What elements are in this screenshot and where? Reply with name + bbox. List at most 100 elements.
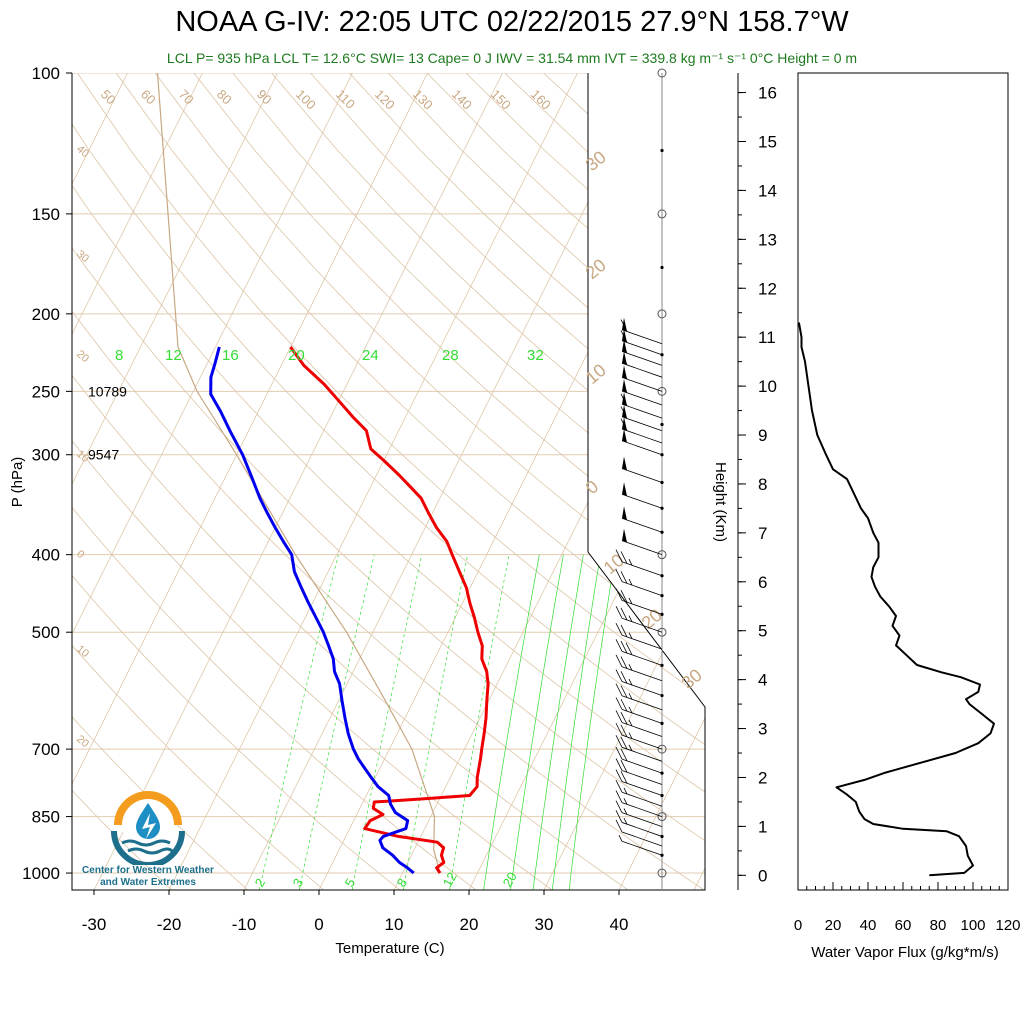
adiabat-top-label: 60: [138, 87, 159, 108]
height-tick-label: 13: [758, 230, 777, 249]
temperature-tick-label: -20: [157, 915, 182, 934]
dry-adiabat-line: [72, 73, 325, 890]
height-tick-label: 1: [758, 817, 767, 836]
isotherm-right-label: 20: [582, 255, 610, 283]
dry-adiabat-line: [72, 73, 477, 890]
dry-adiabat-line: [72, 73, 705, 890]
height-tick-label: 9: [758, 426, 767, 445]
wind-barb-feather: [620, 393, 628, 407]
wind-barb-half: [623, 798, 628, 805]
wind-barb-feather: [615, 622, 623, 636]
wind-dot: [660, 834, 664, 839]
height-tick-label: 11: [758, 328, 776, 347]
height-tick-label: 2: [758, 768, 767, 787]
wind-barb-feather: [620, 698, 628, 712]
isotherm-line: [72, 73, 278, 890]
mixing-ratio-bottom-label: 2: [252, 876, 269, 890]
x-axis-label: Temperature (C): [335, 940, 444, 957]
pressure-tick-label: 1000: [22, 864, 60, 883]
isotherm-right-label: 0: [582, 476, 603, 498]
mixing-ratio-bottom-label: 20: [500, 869, 520, 889]
wind-barb-half: [628, 578, 633, 586]
wind-barb-flag: [622, 456, 627, 471]
wind-barb: [621, 581, 663, 596]
wind-barb-feather: [615, 710, 623, 723]
wind-barb: [621, 468, 663, 483]
wind-barb: [621, 617, 663, 633]
plot-area: [0, 73, 705, 890]
wind-barb-half: [628, 719, 633, 727]
isotherm-line: [0, 73, 53, 890]
dry-adiabat-line: [271, 73, 705, 890]
wind-barb-feather: [625, 642, 633, 656]
mixing-ratio-label: 16: [222, 347, 239, 364]
wind-barb-half: [628, 559, 633, 566]
mixing-ratio-line: [298, 554, 375, 890]
isotherm-line: [72, 73, 203, 890]
wind-barb-half: [628, 664, 633, 671]
height-tick-label: 16: [758, 84, 777, 103]
wind-barb-feather: [615, 769, 623, 782]
wind-barb-half: [628, 615, 633, 622]
wind-barb-flag: [622, 404, 627, 419]
dry-adiabat-line: [77, 73, 705, 890]
temperature-tick-label: 20: [460, 915, 479, 934]
flux-x-tick-label: 40: [860, 917, 877, 934]
logo-text-line1: Center for Western Weather: [82, 865, 214, 876]
isotherm-line: [393, 73, 705, 890]
wind-barb-half: [628, 732, 633, 739]
isotherm-right-label: 30: [678, 665, 706, 693]
wind-barb-feather: [620, 656, 628, 669]
parcel-line: [156, 73, 441, 874]
dry-adiabat-line: [72, 73, 705, 890]
isotherm-line: [618, 73, 705, 890]
temperature-tick-label: 40: [610, 915, 629, 934]
wind-dot: [660, 422, 664, 427]
wind-barb: [621, 746, 663, 762]
wind-barb-feather: [615, 810, 623, 823]
mixing-ratio-line: [258, 554, 339, 890]
wind-barb-flag: [622, 392, 627, 406]
isotherm-line: [693, 73, 705, 890]
dry-adiabat-line: [387, 73, 705, 890]
isotherm-line: [72, 73, 353, 890]
isotherm-side-label: 20: [74, 348, 91, 365]
flux-x-tick-label: 60: [895, 917, 912, 934]
wind-calm-circle: [657, 209, 667, 219]
dry-adiabat-line: [232, 73, 705, 890]
adiabat-top-label: 150: [488, 87, 514, 113]
dry-adiabat-line: [72, 73, 248, 890]
adiabat-top-label: 90: [254, 87, 275, 108]
adiabat-top-label: 110: [333, 87, 358, 112]
wind-barb-feather: [620, 748, 628, 762]
wind-calm-circle: [657, 744, 667, 754]
isotherm-line: [72, 73, 428, 890]
wind-barb-feather: [620, 724, 628, 738]
height-tick-label: 0: [758, 866, 767, 885]
isotherm-line: [243, 73, 653, 890]
height-tick-label: 5: [758, 622, 767, 641]
wind-dot: [660, 574, 664, 578]
flux-x-tick-label: 20: [825, 917, 842, 934]
height-axis-label: Height (Km): [712, 462, 729, 542]
isotherm-line: [468, 73, 705, 890]
isotherm-line: [318, 73, 705, 890]
wind-barb-feather: [615, 639, 623, 652]
height-tick-label: 8: [758, 475, 767, 494]
wind-barb: [621, 428, 663, 444]
dry-adiabat-line: [72, 73, 401, 890]
height-tick-label: 15: [758, 132, 777, 151]
wind-barb-feather: [620, 571, 628, 584]
wind-barb: [621, 812, 663, 828]
wind-barb-half: [628, 744, 633, 751]
wind-barb-feather: [615, 588, 623, 601]
temperature-tick-label: 10: [385, 915, 404, 934]
dry-adiabat-line: [72, 73, 705, 890]
wind-barb-flag: [622, 416, 627, 431]
wind-barb-half: [628, 632, 633, 639]
wind-barb: [621, 351, 663, 366]
mixing-ratio-bottom-label: 5: [342, 876, 359, 890]
isotherm-right-label: 10: [582, 360, 610, 388]
wind-barb-feather: [615, 549, 623, 562]
